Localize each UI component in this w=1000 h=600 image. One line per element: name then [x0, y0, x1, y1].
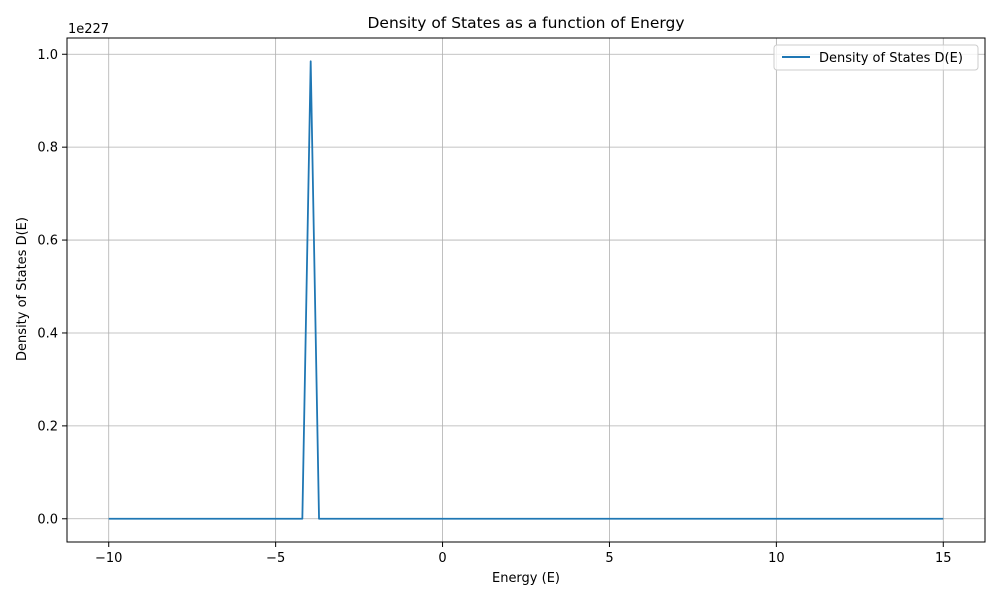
legend-entry-label: Density of States D(E)	[819, 51, 963, 66]
legend-box	[773, 44, 979, 71]
legend: Density of States D(E)	[773, 44, 979, 71]
y-tick-label: 0.6	[37, 234, 58, 249]
y-axis-offset-text: 1e227	[68, 22, 109, 37]
x-tick-label: 10	[768, 551, 785, 566]
x-tick-label: −10	[95, 551, 122, 566]
x-tick-label: 15	[935, 551, 952, 566]
y-tick-label: 1.0	[37, 48, 58, 63]
y-tick-label: 0.2	[37, 419, 58, 434]
y-tick-label: 0.8	[37, 141, 58, 156]
y-axis-label: Density of States D(E)	[15, 217, 30, 361]
x-axis-label: Energy (E)	[492, 571, 560, 586]
y-tick-label: 0.0	[37, 512, 58, 527]
series-line	[108, 60, 944, 520]
x-tick-label: −5	[266, 551, 285, 566]
y-tick-label: 0.4	[37, 326, 58, 341]
y-axis-ticks: 0.0 0.2 0.4 0.6 0.8 1.0	[37, 48, 67, 527]
x-tick-label: 0	[438, 551, 446, 566]
plot-frame	[66, 37, 986, 543]
x-axis-ticks: −10 −5 0 5 10 15	[95, 542, 952, 566]
chart-title: Density of States as a function of Energ…	[367, 14, 684, 32]
series-layer	[108, 60, 944, 520]
x-tick-label: 5	[605, 551, 613, 566]
